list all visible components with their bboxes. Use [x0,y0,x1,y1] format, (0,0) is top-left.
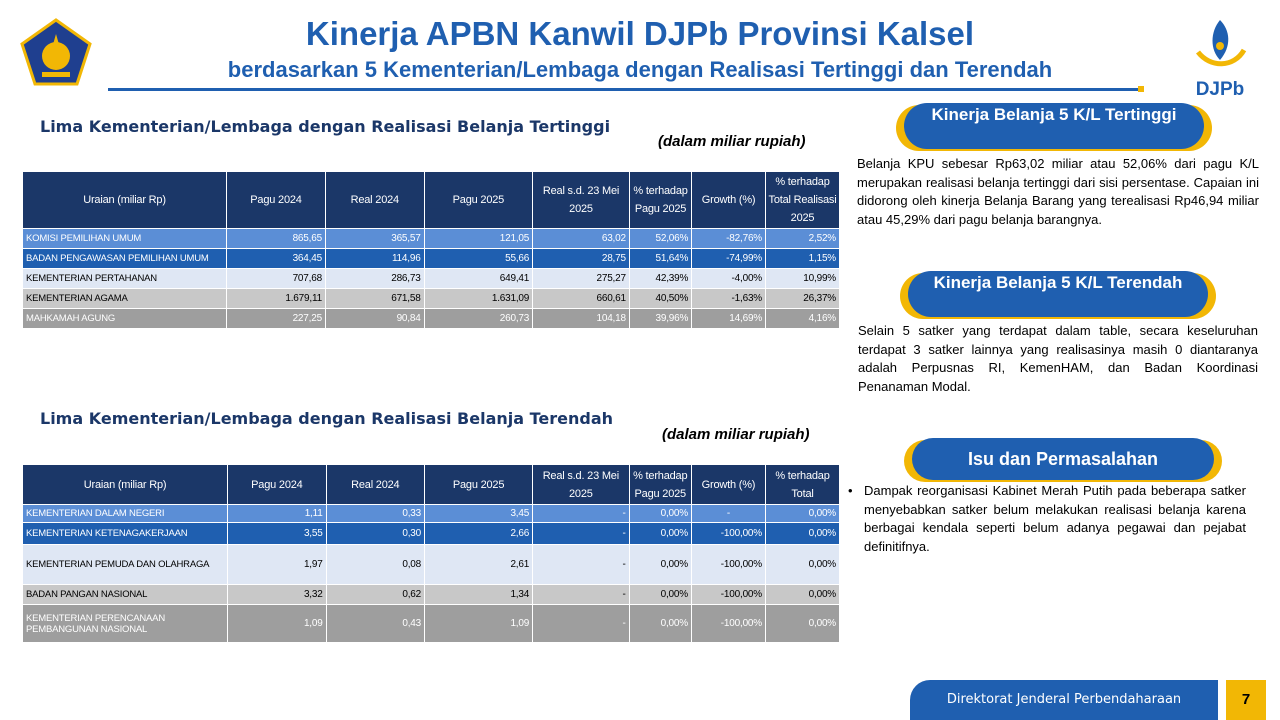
panel-bottom-title: Isu dan Permasalahan [912,438,1214,480]
djpb-logo-text: DJPb [1195,79,1245,100]
col-header: % terhadap Total Realisasi 2025 [765,171,840,229]
table-row: KEMENTERIAN PERTAHANAN 707,68 286,73 649… [21,268,840,289]
table-row: MAHKAMAH AGUNG 227,25 90,84 260,73 104,1… [21,308,840,329]
panel-top-text: Belanja KPU sebesar Rp63,02 miliar atau … [857,156,1259,227]
panel-mid-title: Kinerja Belanja 5 K/L Terendah [908,271,1208,317]
table-row: KEMENTERIAN AGAMA 1.679,11 671,58 1.631,… [21,288,840,309]
col-header: % terhadap Pagu 2025 [628,171,693,229]
top-section-unit: (dalam miliar rupiah) [658,133,806,150]
table-row: KEMENTERIAN PEMUDA DAN OLAHRAGA 1,97 0,0… [21,544,840,585]
panel-bottom-bullet: Dampak reorganisasi Kabinet Merah Putih … [864,483,1246,554]
kemenkeu-logo [20,18,92,86]
bottom-section-unit: (dalam miliar rupiah) [662,426,810,443]
bottom-table: Uraian (miliar Rp) Pagu 2024 Real 2024 P… [21,464,840,643]
panel-mid-text: Selain 5 satker yang terdapat dalam tabl… [858,323,1258,394]
col-header: Real s.d. 23 Mei 2025 [532,464,630,505]
panel-bottom-list: • Dampak reorganisasi Kabinet Merah Puti… [848,482,1246,556]
col-header: Real s.d. 23 Mei 2025 [532,171,630,229]
col-header: Pagu 2025 [424,464,534,505]
page-number: 7 [1226,680,1266,720]
table-row: KEMENTERIAN DALAM NEGERI 1,11 0,33 3,45 … [21,504,840,523]
col-header: Pagu 2024 [227,464,327,505]
table-row: BADAN PANGAN NASIONAL 3,32 0,62 1,34 - 0… [21,584,840,605]
table-row: BADAN PENGAWASAN PEMILIHAN UMUM 364,45 1… [21,248,840,269]
col-header: Uraian (miliar Rp) [21,464,229,505]
footer-org: Direktorat Jenderal Perbendaharaan [910,680,1218,720]
col-header: Real 2024 [324,171,425,229]
col-header: Real 2024 [325,464,426,505]
bottom-section-title: Lima Kementerian/Lembaga dengan Realisas… [40,409,614,428]
col-header: Uraian (miliar Rp) [21,171,228,229]
bullet-icon: • [848,483,853,498]
panel-top-title: Kinerja Belanja 5 K/L Tertinggi [904,103,1204,149]
col-header: Pagu 2024 [226,171,326,229]
header-divider [108,88,1138,91]
header-divider-accent [1138,86,1144,92]
table-row: KEMENTERIAN PERENCANAAN PEMBANGUNAN NASI… [21,604,840,643]
col-header: % terhadap Total [765,464,840,505]
page-title: Kinerja APBN Kanwil DJPb Provinsi Kalsel [305,15,975,52]
col-header: Growth (%) [691,171,767,229]
table-row: KOMISI PEMILIHAN UMUM 865,65 365,57 121,… [21,228,840,249]
page-subtitle: berdasarkan 5 Kementerian/Lembaga dengan… [227,57,1053,82]
col-header: % terhadap Pagu 2025 [628,464,692,505]
col-header: Growth (%) [690,464,767,505]
table-row: KEMENTERIAN KETENAGAKERJAAN 3,55 0,30 2,… [21,522,840,545]
top-section-title: Lima Kementerian/Lembaga dengan Realisas… [40,117,611,136]
djpb-logo: DJPb [1180,16,1260,100]
col-header: Pagu 2025 [423,171,534,229]
top-table: Uraian (miliar Rp) Pagu 2024 Real 2024 P… [21,171,840,329]
